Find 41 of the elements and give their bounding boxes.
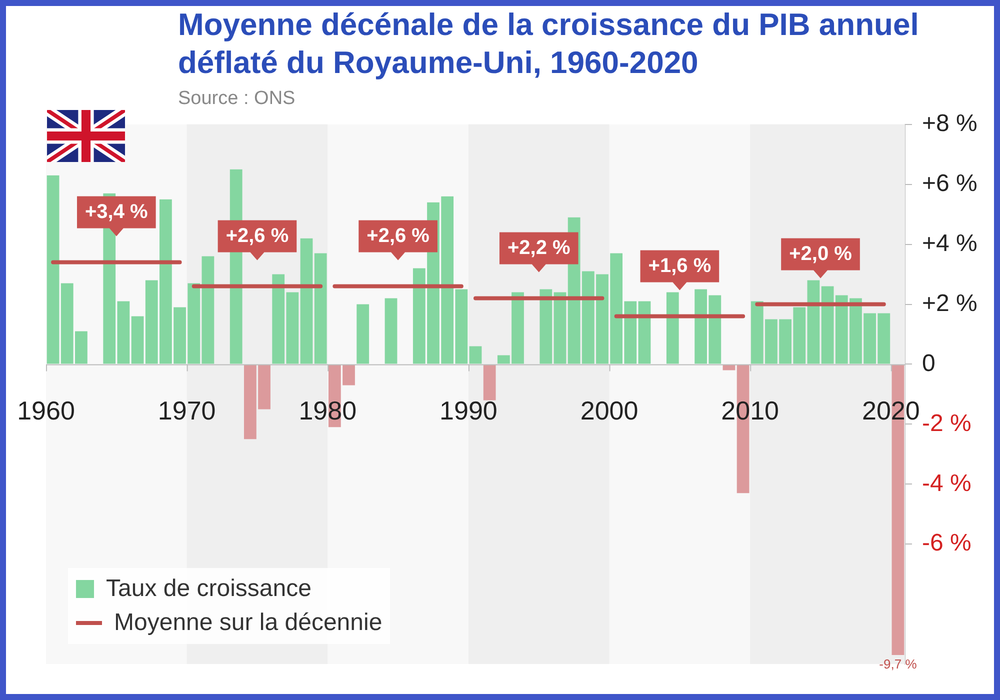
bar: [554, 292, 566, 364]
bar: [117, 301, 130, 364]
data-label: -9,7 %: [879, 656, 918, 672]
x-tick-label: 1990: [440, 395, 498, 426]
y-tick-label: -2 %: [922, 410, 972, 437]
annotation: +1,6 %: [648, 254, 712, 277]
x-tick-label: 1970: [158, 395, 216, 426]
legend-label: Taux de croissance: [106, 575, 312, 603]
bar: [483, 364, 496, 400]
y-tick-label: +2 %: [922, 290, 978, 317]
y-tick-label: 0: [922, 350, 936, 377]
chart-title: Moyenne décénale de la croissance du PIB annuel déflaté du Royaume-Uni, 1960-2020: [178, 6, 920, 82]
source-note: Source : ONS: [178, 88, 296, 110]
x-tick-label: 2020: [862, 395, 920, 426]
y-tick-label: +4 %: [922, 230, 978, 257]
annotation: +3,4 %: [84, 200, 148, 223]
bar: [469, 346, 482, 364]
y-tick-label: -6 %: [922, 530, 972, 557]
x-tick-label: 2010: [721, 395, 780, 426]
annotation: +2,0 %: [789, 242, 852, 265]
bar: [131, 316, 144, 364]
bar: [314, 253, 327, 364]
annotation: +2,2 %: [507, 236, 570, 259]
bar: [356, 304, 370, 364]
bar: [300, 238, 313, 364]
x-tick-label: 1960: [17, 395, 75, 426]
bar: [821, 286, 834, 364]
bar: [46, 175, 60, 364]
bar: [384, 298, 398, 364]
bar: [666, 292, 679, 364]
bar: [638, 301, 651, 364]
annotation: +2,6 %: [366, 224, 430, 247]
legend-label: Moyenne sur la décennie: [114, 609, 382, 637]
y-tick-label: -4 %: [922, 470, 972, 497]
y-tick-label: +6 %: [922, 170, 978, 197]
bar: [807, 280, 820, 364]
bar: [540, 289, 552, 364]
x-tick-label: 2000: [580, 395, 638, 426]
annotation: +2,6 %: [226, 224, 289, 247]
y-tick-label: +8 %: [922, 110, 978, 138]
x-tick-label: 1980: [298, 395, 357, 426]
